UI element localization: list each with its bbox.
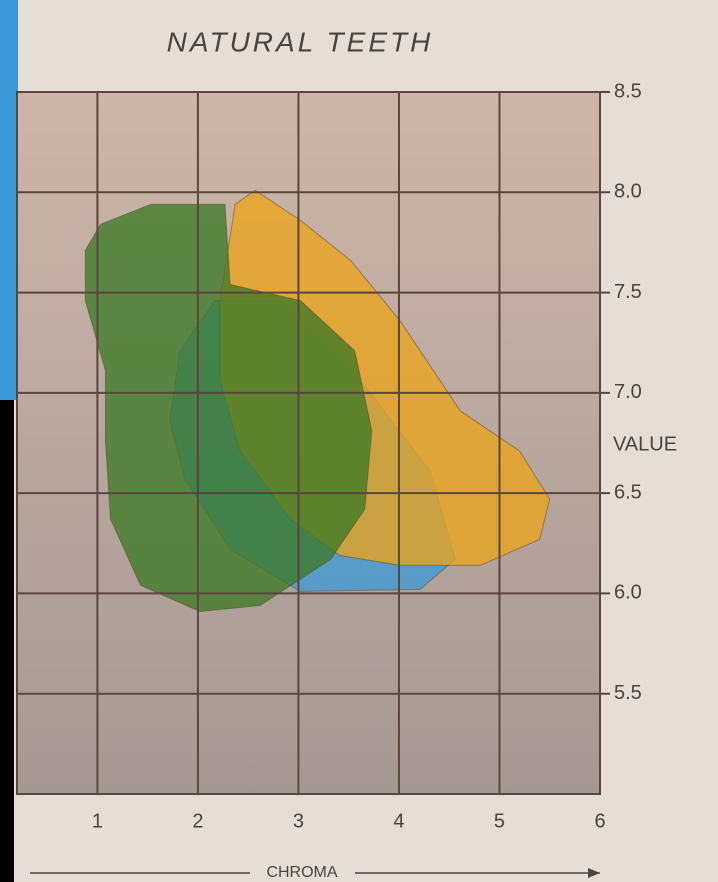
region [84, 203, 373, 612]
y-tick-label: 8.0 [614, 181, 642, 203]
y-tick-label: 8.5 [614, 80, 642, 102]
plot-area [16, 91, 610, 795]
edge-strip [0, 0, 18, 400]
x-tick-label: 2 [192, 810, 203, 832]
chart-title: NATURAL TEETH [167, 26, 434, 57]
y-tick-label: 6.5 [614, 481, 642, 503]
y-tick-label: 7.5 [614, 281, 642, 303]
y-tick-label: 6.0 [614, 582, 642, 604]
x-tick-label: 3 [293, 810, 304, 832]
y-axis-label: VALUE [613, 433, 677, 455]
y-tick-label: 7.0 [614, 381, 642, 403]
x-tick-label: 5 [494, 810, 505, 832]
x-axis-label: CHROMA [266, 864, 337, 881]
x-tick-label: 4 [393, 810, 404, 832]
x-tick-label: 6 [594, 810, 605, 832]
arrow-head [588, 868, 600, 878]
x-tick-label: 1 [92, 810, 103, 832]
y-tick-label: 5.5 [614, 682, 642, 704]
plot-frame [16, 91, 601, 795]
